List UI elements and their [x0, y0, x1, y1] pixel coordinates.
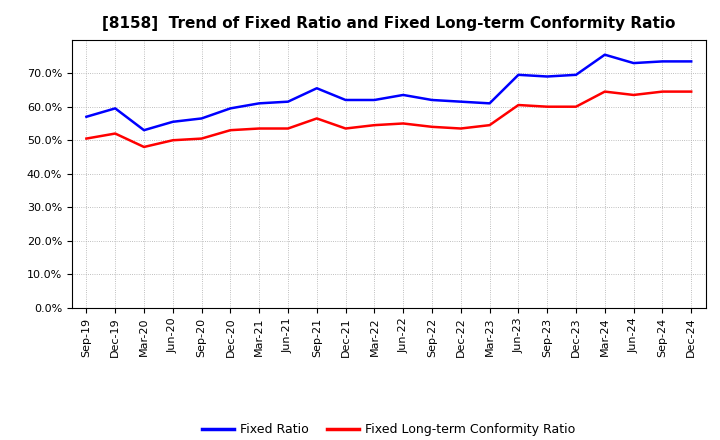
Fixed Long-term Conformity Ratio — [255, 126, 264, 131]
Fixed Ratio — [341, 97, 350, 103]
Fixed Ratio — [629, 60, 638, 66]
Fixed Long-term Conformity Ratio — [514, 103, 523, 108]
Fixed Long-term Conformity Ratio — [82, 136, 91, 141]
Fixed Ratio — [168, 119, 177, 125]
Fixed Long-term Conformity Ratio — [370, 122, 379, 128]
Fixed Long-term Conformity Ratio — [658, 89, 667, 94]
Fixed Ratio — [140, 128, 148, 133]
Fixed Ratio — [197, 116, 206, 121]
Fixed Ratio — [399, 92, 408, 98]
Fixed Long-term Conformity Ratio — [428, 124, 436, 129]
Fixed Ratio — [428, 97, 436, 103]
Fixed Long-term Conformity Ratio — [600, 89, 609, 94]
Fixed Ratio — [111, 106, 120, 111]
Fixed Ratio — [572, 72, 580, 77]
Fixed Ratio — [370, 97, 379, 103]
Fixed Long-term Conformity Ratio — [572, 104, 580, 109]
Fixed Long-term Conformity Ratio — [543, 104, 552, 109]
Fixed Long-term Conformity Ratio — [312, 116, 321, 121]
Fixed Long-term Conformity Ratio — [284, 126, 292, 131]
Fixed Long-term Conformity Ratio — [399, 121, 408, 126]
Fixed Ratio — [255, 101, 264, 106]
Fixed Ratio — [312, 86, 321, 91]
Fixed Long-term Conformity Ratio — [168, 138, 177, 143]
Fixed Ratio — [456, 99, 465, 104]
Fixed Ratio — [485, 101, 494, 106]
Fixed Ratio — [543, 74, 552, 79]
Fixed Ratio — [226, 106, 235, 111]
Fixed Ratio — [600, 52, 609, 57]
Fixed Ratio — [284, 99, 292, 104]
Line: Fixed Ratio: Fixed Ratio — [86, 55, 691, 130]
Fixed Long-term Conformity Ratio — [226, 128, 235, 133]
Fixed Ratio — [514, 72, 523, 77]
Title: [8158]  Trend of Fixed Ratio and Fixed Long-term Conformity Ratio: [8158] Trend of Fixed Ratio and Fixed Lo… — [102, 16, 675, 32]
Fixed Long-term Conformity Ratio — [197, 136, 206, 141]
Fixed Long-term Conformity Ratio — [485, 122, 494, 128]
Fixed Ratio — [687, 59, 696, 64]
Fixed Long-term Conformity Ratio — [687, 89, 696, 94]
Fixed Long-term Conformity Ratio — [111, 131, 120, 136]
Legend: Fixed Ratio, Fixed Long-term Conformity Ratio: Fixed Ratio, Fixed Long-term Conformity … — [197, 418, 580, 440]
Fixed Long-term Conformity Ratio — [341, 126, 350, 131]
Fixed Long-term Conformity Ratio — [456, 126, 465, 131]
Line: Fixed Long-term Conformity Ratio: Fixed Long-term Conformity Ratio — [86, 92, 691, 147]
Fixed Ratio — [658, 59, 667, 64]
Fixed Long-term Conformity Ratio — [140, 144, 148, 150]
Fixed Ratio — [82, 114, 91, 119]
Fixed Long-term Conformity Ratio — [629, 92, 638, 98]
